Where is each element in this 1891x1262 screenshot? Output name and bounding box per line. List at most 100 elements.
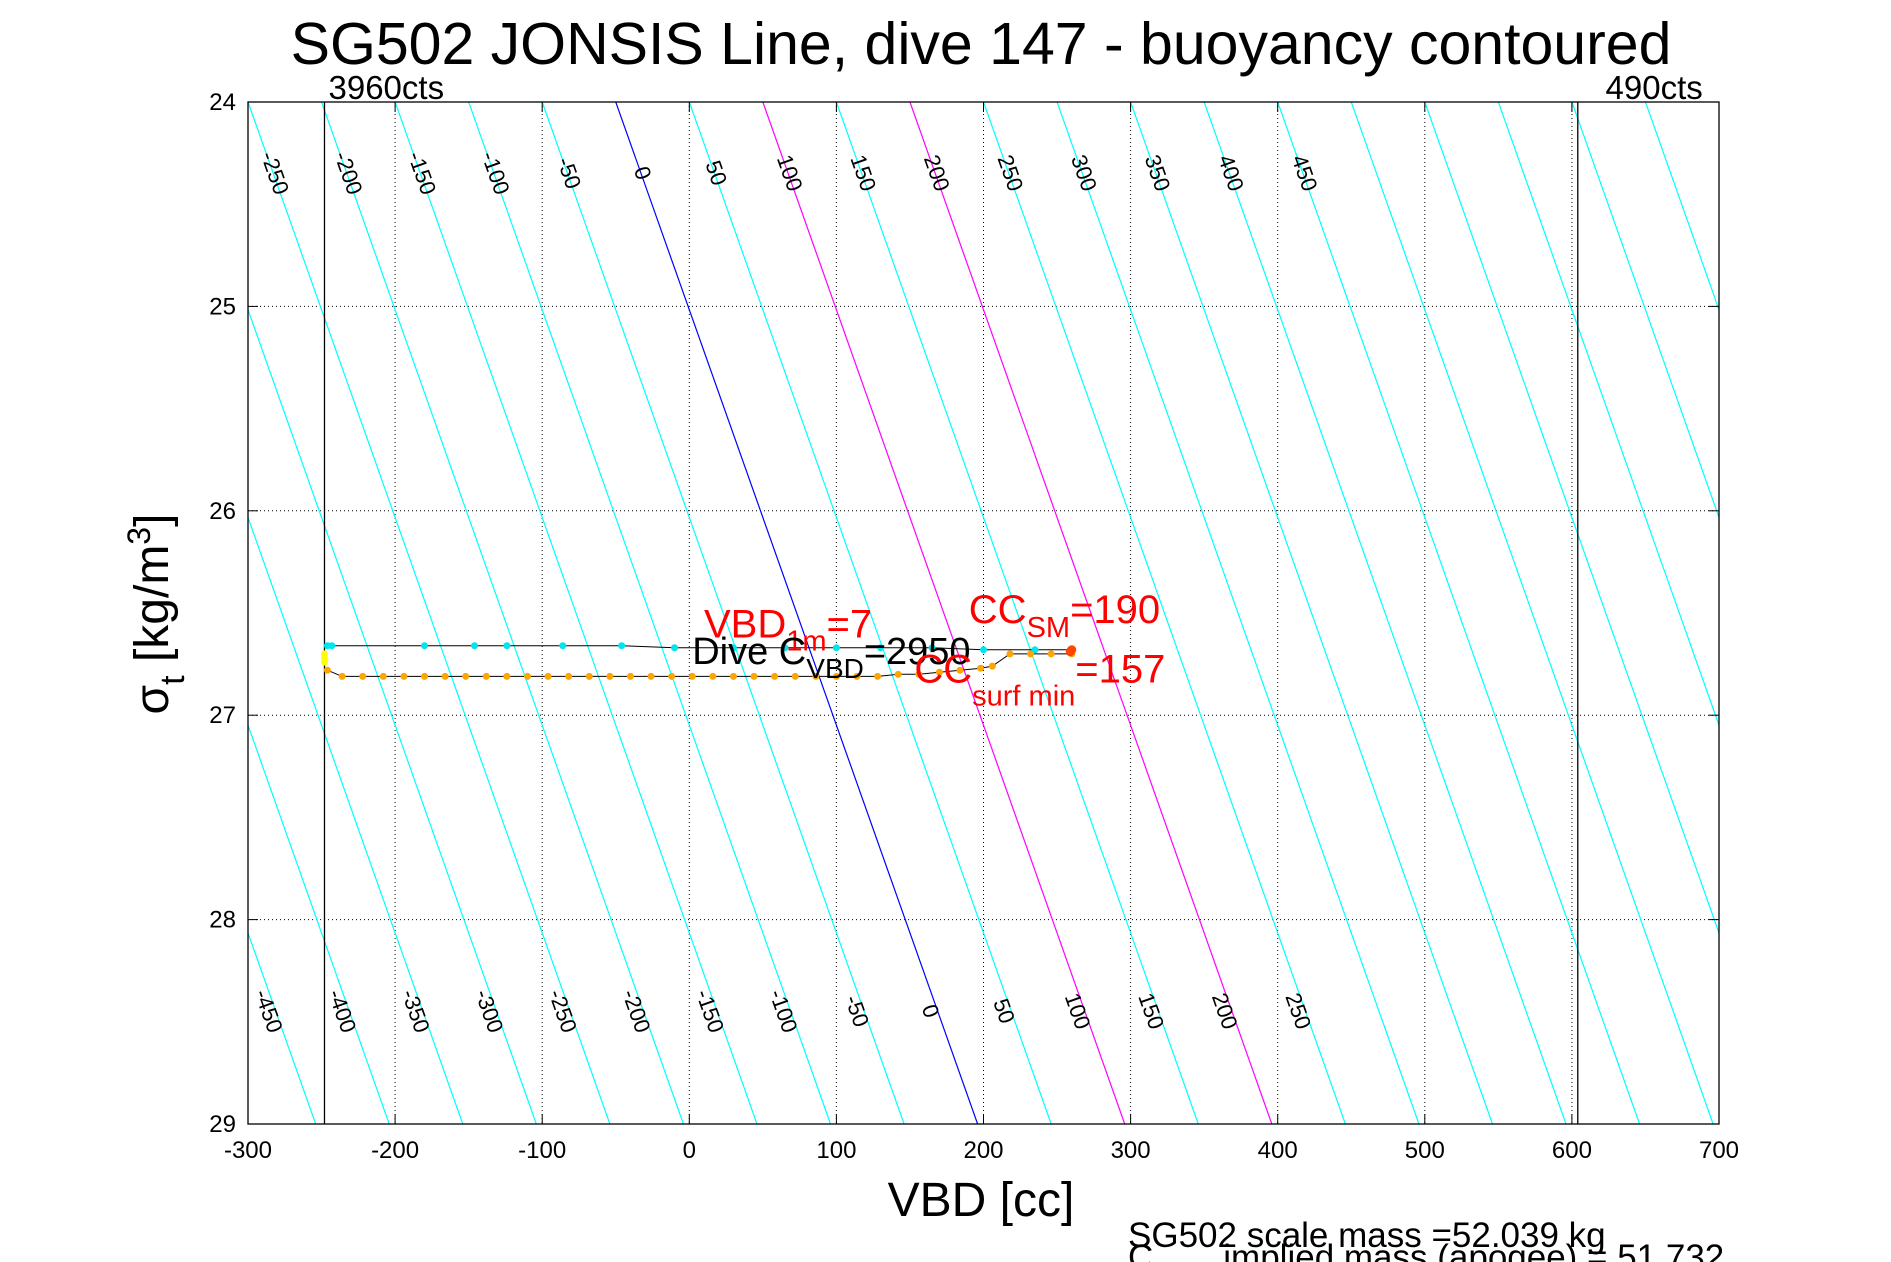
- y-tick-label: 25: [209, 293, 236, 320]
- climb-point: [729, 672, 737, 680]
- climb-point: [988, 662, 996, 670]
- x-tick-label: -100: [518, 1137, 566, 1164]
- dive-point: [877, 644, 885, 652]
- buoyancy-contour-line: [1350, 102, 1714, 1124]
- dive-point: [781, 644, 789, 652]
- buoyancy-contour-line: [688, 102, 1052, 1124]
- x-tick-label: 600: [1552, 1137, 1592, 1164]
- buoyancy-contour-line: [982, 102, 1346, 1124]
- climb-point: [585, 672, 593, 680]
- cc-surf-min-annotation: CCsurf min=157: [914, 647, 1165, 712]
- dive-point: [1031, 646, 1039, 654]
- climb-point: [462, 672, 470, 680]
- dive-point: [618, 642, 626, 650]
- climb-point: [1047, 650, 1055, 658]
- y-tick-label: 27: [209, 702, 236, 729]
- climb-point: [977, 664, 985, 672]
- y-tick-label: 26: [209, 498, 236, 525]
- buoyancy-contour-line: [1130, 102, 1494, 1124]
- buoyancy-contour-line: [248, 307, 537, 1124]
- climb-point: [441, 672, 449, 680]
- dive-point: [832, 644, 840, 652]
- dive-point: [328, 642, 336, 650]
- dive-point: [729, 644, 737, 652]
- climb-point: [647, 672, 655, 680]
- vbd-limit-label: 3960cts: [328, 69, 444, 106]
- buoyancy-contour-line: [248, 723, 390, 1124]
- annotations: VBD1m=7 CCSM=190 Dive CVBD=2950 CCsurf m…: [692, 588, 1165, 712]
- buoyancy-contour-line: [248, 931, 317, 1124]
- climb-point: [606, 672, 614, 680]
- vbd-1m-annotation: VBD1m=7: [704, 603, 872, 658]
- buoyancy-contour-line: [1277, 102, 1641, 1124]
- x-tick-label: 300: [1111, 1137, 1151, 1164]
- buoyancy-contour-line: [1571, 102, 1719, 520]
- vbd-limit-lines: 3960cts 490cts: [323, 69, 1703, 1124]
- climb-point: [935, 668, 943, 676]
- climb-point: [750, 672, 758, 680]
- climb-point: [482, 672, 490, 680]
- scale-mass-footer: SG502 scale mass =52.039 kg: [1128, 1216, 1606, 1255]
- dive-point: [928, 644, 936, 652]
- buoyancy-contour-line: [320, 102, 684, 1124]
- climb-point: [688, 672, 696, 680]
- data-series: [320, 642, 1077, 680]
- buoyancy-contour-line: [1056, 102, 1420, 1124]
- buoyancy-contour-line: [1424, 102, 1719, 935]
- climb-point: [626, 672, 634, 680]
- buoyancy-contour-line: [762, 102, 1126, 1124]
- climb-point: [379, 672, 387, 680]
- dive-trace-line: [327, 645, 1071, 651]
- dive-point: [471, 642, 479, 650]
- climb-point: [915, 670, 923, 678]
- axes: -300 -200 -100 0 100 200 300 400 500 600 700 24 25 26…: [209, 89, 1739, 1164]
- dive-point: [421, 642, 429, 650]
- climb-point: [1027, 650, 1035, 658]
- buoyancy-contour-line: [1203, 102, 1567, 1124]
- climb-point: [874, 672, 882, 680]
- climb-point: [832, 672, 840, 680]
- climb-point: [853, 672, 861, 680]
- buoyancy-contour-line: [615, 102, 979, 1124]
- x-tick-label: 200: [963, 1137, 1003, 1164]
- dive-point: [671, 644, 679, 652]
- climb-point: [668, 672, 676, 680]
- apogee-point: [1065, 647, 1075, 657]
- buoyancy-contour-line: [1497, 102, 1719, 727]
- buoyancy-contour-line: [468, 102, 832, 1124]
- chart-title: SG502 JONSIS Line, dive 147 - buoyancy c…: [291, 11, 1672, 77]
- climb-point: [421, 672, 429, 680]
- buoyancy-contour-line: [835, 102, 1199, 1124]
- climb-point: [523, 672, 531, 680]
- climb-point: [771, 672, 779, 680]
- x-tick-label: 500: [1405, 1137, 1445, 1164]
- y-tick-label: 29: [209, 1111, 236, 1138]
- x-tick-label: 700: [1699, 1137, 1739, 1164]
- x-tick-label: -300: [224, 1137, 272, 1164]
- y-axis-label: σt [kg/m3]: [121, 514, 192, 715]
- x-tick-label: 0: [683, 1137, 696, 1164]
- dive-point: [503, 642, 511, 650]
- climb-point: [956, 666, 964, 674]
- dive-c-vbd-annotation: Dive CVBD=2950: [692, 631, 970, 684]
- climb-point: [894, 670, 902, 678]
- climb-point: [565, 672, 573, 680]
- vbd-limit-label: 490cts: [1606, 69, 1703, 106]
- climb-point: [812, 672, 820, 680]
- climb-point: [359, 672, 367, 680]
- surface-point: [320, 658, 328, 666]
- y-tick-label: 28: [209, 907, 236, 934]
- dive-point: [559, 642, 567, 650]
- buoyancy-contour-line: [541, 102, 905, 1124]
- buoyancy-contour-labels: -250 -200 -150 -100 -50 0 50 100 150 200 250 300 350…: [249, 148, 1322, 1036]
- buoyancy-contour-line: [909, 102, 1273, 1124]
- x-tick-label: -200: [371, 1137, 419, 1164]
- buoyancy-contours: [248, 102, 1719, 1124]
- climb-point: [1006, 650, 1014, 658]
- climb-point: [791, 672, 799, 680]
- x-axis-label: VBD [cc]: [888, 1174, 1075, 1227]
- buoyancy-contour-line: [1644, 102, 1719, 312]
